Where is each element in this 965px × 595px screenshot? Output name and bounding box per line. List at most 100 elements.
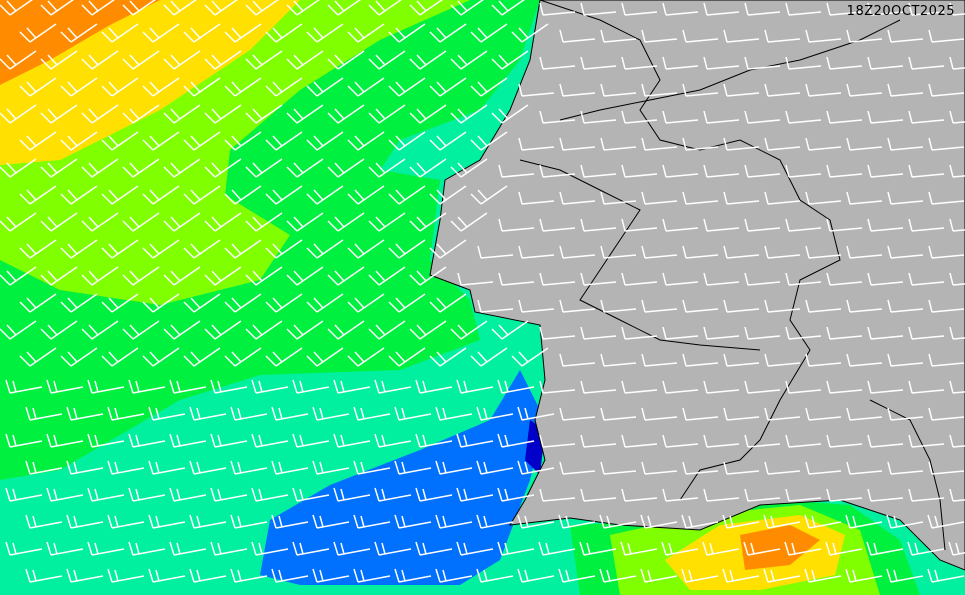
wind-barb	[148, 514, 186, 529]
wind-barb	[169, 379, 207, 394]
wind-barb	[805, 83, 842, 97]
wind-barb	[388, 185, 426, 205]
wind-barb	[621, 434, 658, 448]
wind-barb	[128, 541, 166, 556]
wind-barb	[374, 433, 412, 448]
wind-barb	[368, 320, 406, 340]
wind-barb	[517, 460, 555, 475]
wind-barb	[189, 406, 227, 421]
wind-barb	[538, 541, 576, 556]
wind-barb	[805, 461, 842, 475]
wind-barb	[251, 541, 289, 556]
wind-barb	[450, 50, 488, 70]
wind-barb	[224, 347, 262, 367]
wind-barb	[826, 488, 863, 502]
wind-barb	[122, 158, 160, 178]
wind-barb	[19, 347, 57, 367]
wind-barb	[60, 347, 98, 367]
wind-barb	[224, 293, 262, 313]
wind-barb	[163, 212, 201, 232]
wind-barb	[388, 23, 426, 43]
wind-barb	[183, 239, 221, 259]
wind-barb	[81, 158, 119, 178]
wind-barb	[826, 326, 863, 340]
wind-barb	[230, 514, 268, 529]
wind-barb	[40, 0, 74, 16]
wind-barb	[887, 137, 924, 151]
wind-barb	[579, 541, 617, 556]
wind-barb	[511, 347, 549, 367]
wind-barb	[908, 218, 945, 232]
wind-barb	[265, 131, 303, 151]
wind-barb	[908, 380, 945, 394]
wind-barb	[887, 29, 924, 43]
wind-barb	[805, 299, 842, 313]
wind-barb	[19, 77, 57, 97]
wind-barb	[409, 266, 447, 286]
wind-barb	[40, 266, 78, 286]
wind-barb	[450, 0, 484, 16]
wind-barb	[394, 514, 432, 529]
wind-barb	[292, 379, 330, 394]
wind-barb	[183, 77, 221, 97]
wind-barb	[128, 487, 166, 502]
wind-barb	[826, 434, 863, 448]
wind-barb	[327, 212, 365, 232]
wind-barb	[927, 514, 965, 529]
wind-barb	[107, 514, 145, 529]
wind-barb	[662, 164, 699, 178]
wind-barb	[81, 50, 119, 70]
wind-barb	[169, 433, 207, 448]
wind-barb	[470, 347, 508, 367]
wind-barb	[60, 185, 98, 205]
wind-barb	[204, 266, 242, 286]
wind-barb	[621, 56, 658, 70]
wind-barb	[40, 158, 78, 178]
wind-barb	[210, 541, 248, 556]
wind-barb	[491, 104, 529, 124]
wind-barb	[662, 434, 699, 448]
wind-barb	[744, 164, 781, 178]
wind-barb	[763, 514, 801, 529]
wind-barb	[204, 158, 242, 178]
wind-barb	[435, 568, 473, 583]
wind-barb	[927, 568, 965, 583]
wind-barb	[785, 218, 822, 232]
wind-barb	[805, 245, 842, 259]
wind-barb	[429, 131, 467, 151]
wind-barb	[327, 0, 361, 16]
wind-barb	[81, 212, 119, 232]
wind-barb	[306, 239, 344, 259]
wind-barb	[333, 487, 371, 502]
wind-barb	[271, 514, 309, 529]
wind-barb	[723, 461, 760, 475]
wind-barb	[681, 514, 719, 529]
wind-barb	[764, 461, 801, 475]
wind-barb	[286, 104, 324, 124]
wind-barb	[621, 2, 658, 16]
wind-barb	[435, 460, 473, 475]
wind-barb	[517, 514, 555, 529]
wind-barb	[101, 293, 139, 313]
wind-barb	[722, 568, 760, 583]
wind-barb	[949, 272, 965, 286]
wind-barb	[928, 137, 965, 151]
wind-barb	[949, 218, 965, 232]
wind-barb	[621, 110, 658, 124]
wind-barb	[265, 185, 303, 205]
wind-barb	[333, 433, 371, 448]
wind-barb	[306, 185, 344, 205]
wind-barb	[580, 434, 617, 448]
wind-barb	[353, 568, 391, 583]
wind-barb	[886, 514, 924, 529]
wind-barb	[457, 272, 494, 286]
wind-barb	[785, 434, 822, 448]
wind-barb	[539, 110, 576, 124]
wind-barb	[286, 320, 324, 340]
wind-barb	[621, 326, 658, 340]
wind-barb	[887, 407, 924, 421]
wind-barb	[764, 299, 801, 313]
wind-barb	[142, 293, 180, 313]
wind-barb	[148, 406, 186, 421]
wind-barb	[723, 353, 760, 367]
